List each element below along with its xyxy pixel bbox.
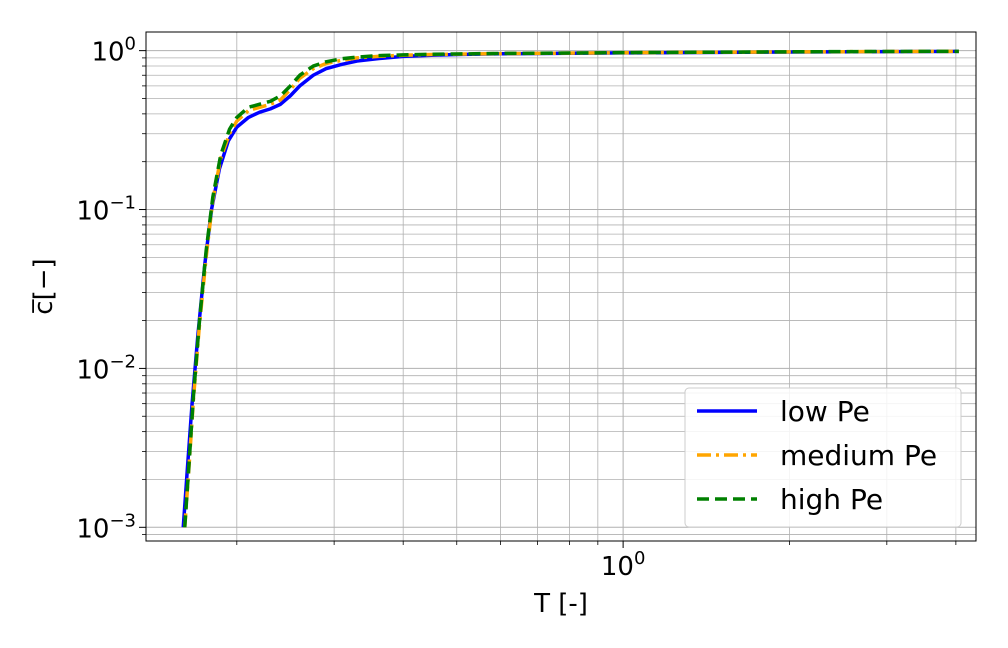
y-tick-label: 10−3 [76,510,136,544]
legend: low Pe medium Pe high Pe [684,387,962,528]
ticks-layer [139,50,957,548]
series-line-medium-pe [183,49,959,528]
legend-label-high-pe: high Pe [780,483,883,516]
y-tick-label: 100 [91,34,136,68]
series-line-high-pe [183,49,959,528]
y-tick-label: 10−1 [76,193,136,227]
legend-box [684,387,962,528]
y-tick-label: 10−2 [76,351,136,385]
y-axis-label: c̅[−] [29,258,59,314]
tick-labels: 100 10−3 10−2 10−1 100 [76,34,645,582]
series-layer [181,49,959,528]
legend-label-medium-pe: medium Pe [780,439,937,472]
x-tick-label: 100 [601,548,646,582]
legend-label-low-pe: low Pe [780,395,870,428]
x-axis-label: T [-] [533,589,588,619]
plot-area-frame [145,31,977,542]
